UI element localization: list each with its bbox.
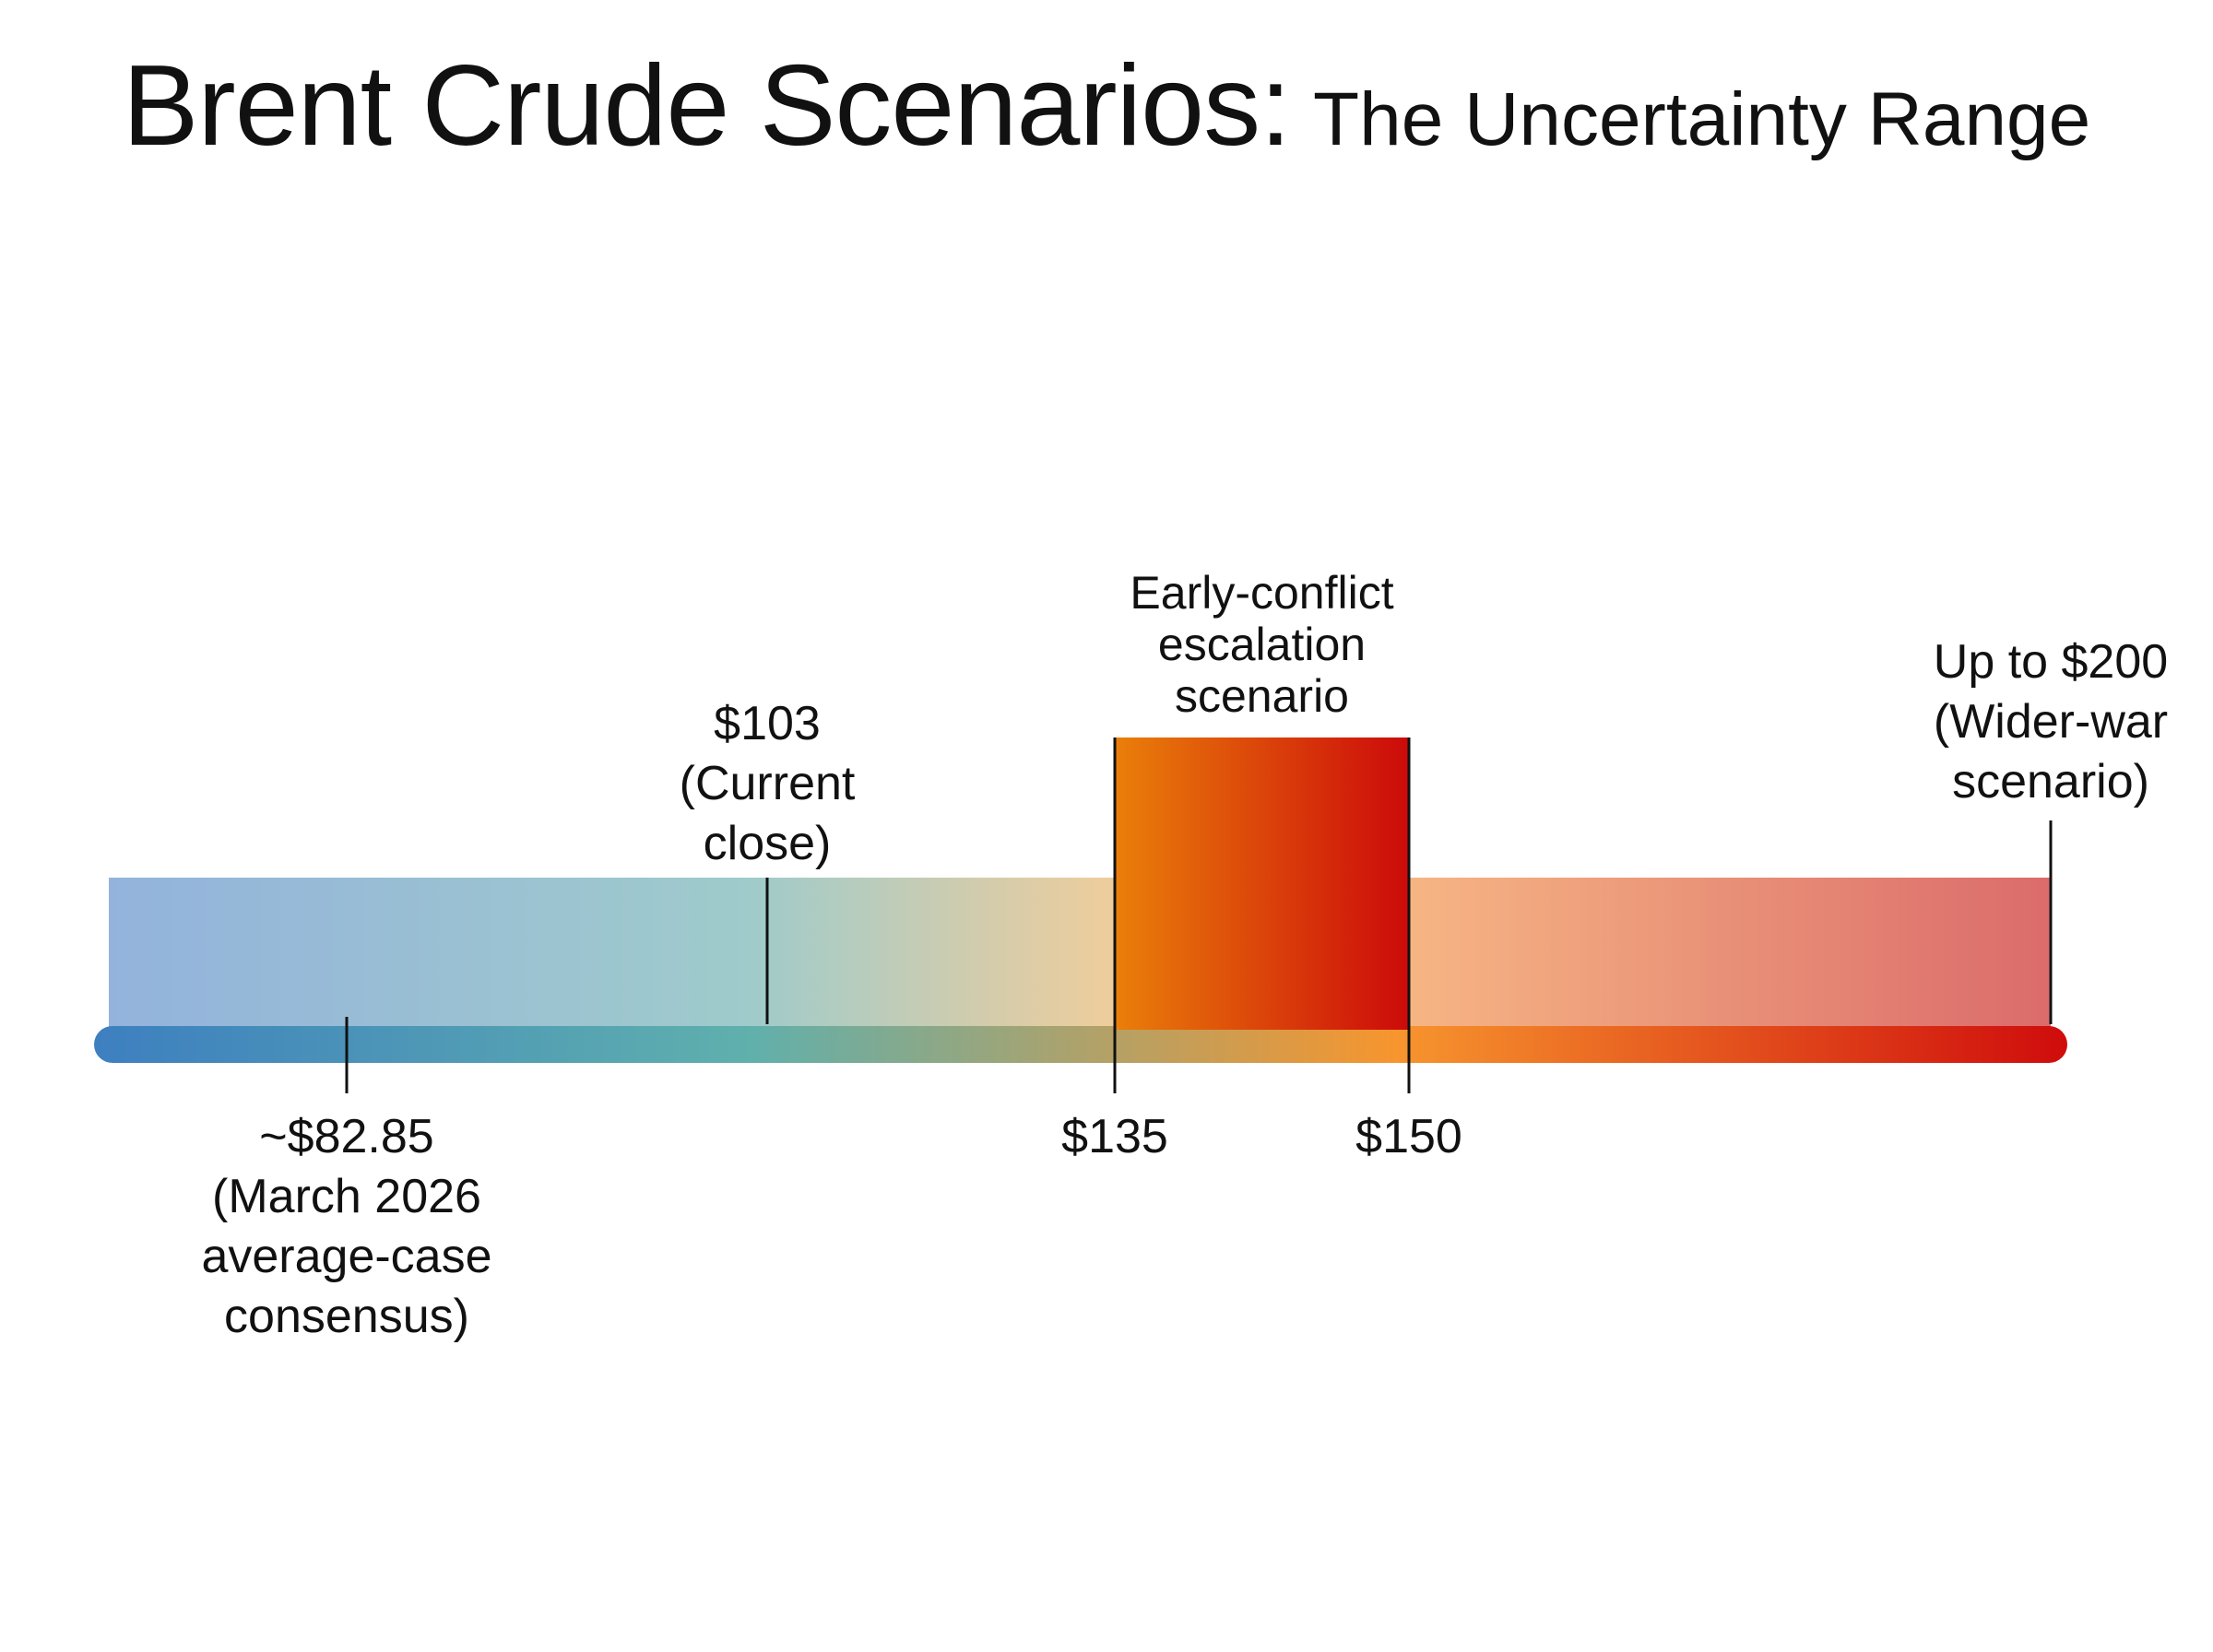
chart-title-main: Brent Crude Scenarios: [122, 42, 1292, 170]
marker-value-label: $103 [714, 697, 821, 750]
marker-description-label: consensus) [224, 1290, 469, 1343]
marker-description-label: scenario) [1952, 755, 2149, 808]
chart-title: Brent Crude Scenarios: The Uncertainty R… [0, 41, 2213, 171]
marker-value-label: ~$82.85 [259, 1110, 433, 1163]
marker-description-label: (Wider-war [1934, 695, 2168, 749]
price-axis-bar [94, 1026, 2067, 1063]
marker-value-label: $135 [1061, 1110, 1168, 1163]
marker-value-label: $150 [1355, 1110, 1462, 1163]
chart-subtitle: The Uncertainty Range [1313, 77, 2091, 161]
marker-description-label: (Current [680, 757, 856, 810]
escalation-range-label: Early-conflict [1130, 567, 1393, 619]
marker-description-label: average-case [201, 1230, 491, 1283]
marker-description-label: close) [704, 817, 832, 870]
marker-description-label: (March 2026 [212, 1170, 481, 1223]
uncertainty-band [109, 878, 2051, 1030]
marker-value-label: Up to $200 [1934, 635, 2168, 689]
escalation-range-label: scenario [1175, 670, 1349, 722]
escalation-range-label: escalation [1158, 619, 1366, 670]
escalation-range-bar [1115, 738, 1409, 1030]
